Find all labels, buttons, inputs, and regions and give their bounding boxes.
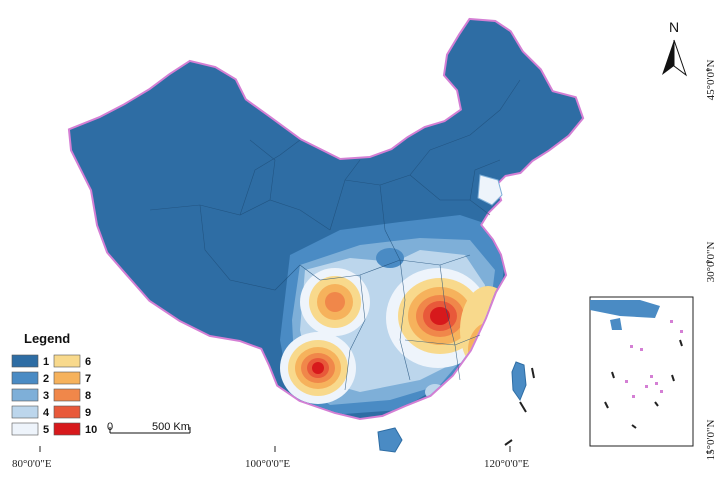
- latitude-label-45n: 45°0'0"N: [705, 60, 717, 101]
- legend-swatch-3: [11, 388, 39, 402]
- legend-swatch-5: [11, 422, 39, 436]
- bohai-bay: [477, 174, 503, 206]
- legend-label-2: 2: [43, 373, 49, 385]
- taiwan-island: [511, 361, 527, 402]
- legend-label-8: 8: [85, 390, 91, 402]
- legend-swatch-2: [11, 371, 39, 385]
- longitude-label-80e: 80°0'0"E: [12, 458, 52, 470]
- legend-label-5: 5: [43, 424, 49, 436]
- legend-label-3: 3: [43, 390, 49, 402]
- density-surface: [280, 215, 516, 415]
- hainan-island: [377, 427, 403, 453]
- legend: Legend 1 2 3 4 5 6 7 8 9 10: [11, 331, 97, 436]
- longitude-label-100e: 100°0'0"E: [245, 458, 290, 470]
- latitude-label-30n: 30°0'0"N: [705, 242, 717, 283]
- graticule-ticks: [39, 69, 712, 453]
- south-china-sea-inset: [589, 296, 694, 447]
- legend-title: Legend: [24, 331, 70, 346]
- legend-label-9: 9: [85, 407, 91, 419]
- scale-bar: 0 500 Km: [107, 421, 191, 434]
- scale-start-label: 0: [107, 421, 113, 433]
- legend-label-10: 10: [85, 424, 97, 436]
- north-arrow-icon: N: [662, 19, 687, 77]
- legend-swatch-7: [53, 371, 81, 385]
- legend-label-6: 6: [85, 356, 91, 368]
- legend-swatch-10: [53, 422, 81, 436]
- legend-label-7: 7: [85, 373, 91, 385]
- legend-label-1: 1: [43, 356, 49, 368]
- legend-label-4: 4: [43, 407, 50, 419]
- longitude-label-120e: 120°0'0"E: [484, 458, 529, 470]
- province-boundaries: [149, 79, 521, 391]
- legend-swatch-4: [11, 405, 39, 419]
- scale-end-label: 500 Km: [152, 421, 190, 433]
- latitude-label-15n: 15°0'0"N: [705, 420, 717, 461]
- legend-swatch-9: [53, 405, 81, 419]
- legend-swatch-1: [11, 354, 39, 368]
- legend-swatch-6: [53, 354, 81, 368]
- maritime-boundary-segments: [504, 367, 535, 446]
- legend-swatch-8: [53, 388, 81, 402]
- north-label: N: [669, 19, 679, 35]
